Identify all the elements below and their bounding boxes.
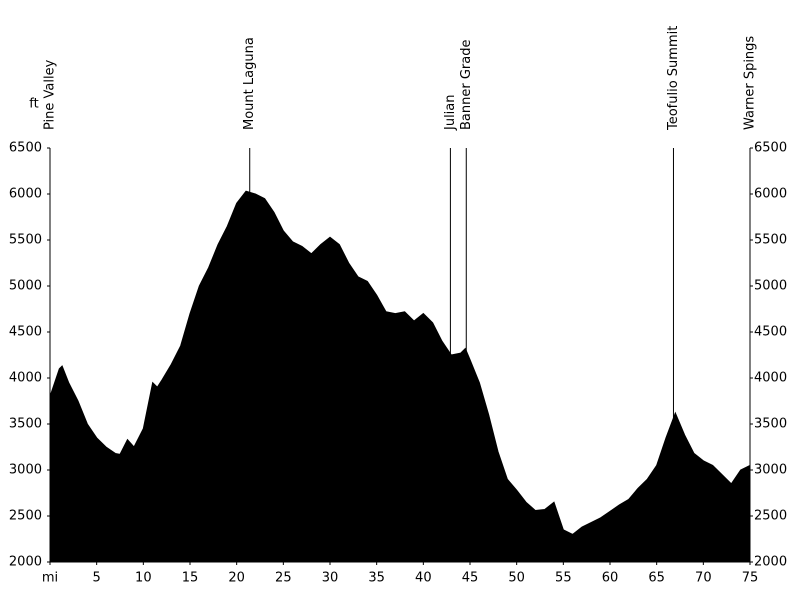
x-tick-label: 35 <box>368 571 385 586</box>
y2-tick-label: 3500 <box>754 417 787 432</box>
x-tick-label: 25 <box>275 571 292 586</box>
x-tick-label: 30 <box>322 571 339 586</box>
x-tick-label: 45 <box>462 571 479 586</box>
x-tick-label: 60 <box>602 571 619 586</box>
x-tick-label: 55 <box>555 571 572 586</box>
y-tick-label: 3500 <box>9 417 42 432</box>
y2-tick-label: 5500 <box>754 233 787 248</box>
x-tick-label: 15 <box>182 571 199 586</box>
y-tick-label: 2000 <box>9 555 42 570</box>
y-tick-label: 4000 <box>9 371 42 386</box>
y-tick-label: 3000 <box>9 463 42 478</box>
y-tick-label: 6000 <box>9 187 42 202</box>
x-tick-label: 10 <box>135 571 152 586</box>
waypoint-label: Banner Grade <box>459 40 474 130</box>
waypoint-label: Julian <box>443 94 458 131</box>
waypoint-label: Pine Valley <box>43 59 58 130</box>
y2-tick-label: 2000 <box>754 555 787 570</box>
y-tick-label: 5000 <box>9 279 42 294</box>
x-tick-label: 40 <box>415 571 432 586</box>
y-axis-label: ft <box>29 97 38 112</box>
x-tick-label: 5 <box>93 571 101 586</box>
y2-tick-label: 6500 <box>754 141 787 156</box>
y2-tick-label: 6000 <box>754 187 787 202</box>
waypoint-label: Warner Spings <box>743 36 758 130</box>
y-tick-label: 6500 <box>9 141 42 156</box>
x-tick-label: 20 <box>228 571 245 586</box>
y2-tick-label: 2500 <box>754 509 787 524</box>
x-tick-label: 65 <box>648 571 665 586</box>
x-tick-label: 75 <box>742 571 759 586</box>
y2-tick-label: 4500 <box>754 325 787 340</box>
x-tick-label: mi <box>42 571 58 586</box>
waypoint-label: Teofulio Summit <box>666 26 681 131</box>
x-tick-label: 50 <box>508 571 525 586</box>
waypoint-label: Mount Laguna <box>242 37 257 130</box>
y2-tick-label: 4000 <box>754 371 787 386</box>
y-tick-label: 2500 <box>9 509 42 524</box>
y2-tick-label: 3000 <box>754 463 787 478</box>
y-tick-label: 5500 <box>9 233 42 248</box>
x-tick-label: 70 <box>695 571 712 586</box>
y-tick-label: 4500 <box>9 325 42 340</box>
y2-tick-label: 5000 <box>754 279 787 294</box>
elevation-area <box>49 190 751 563</box>
